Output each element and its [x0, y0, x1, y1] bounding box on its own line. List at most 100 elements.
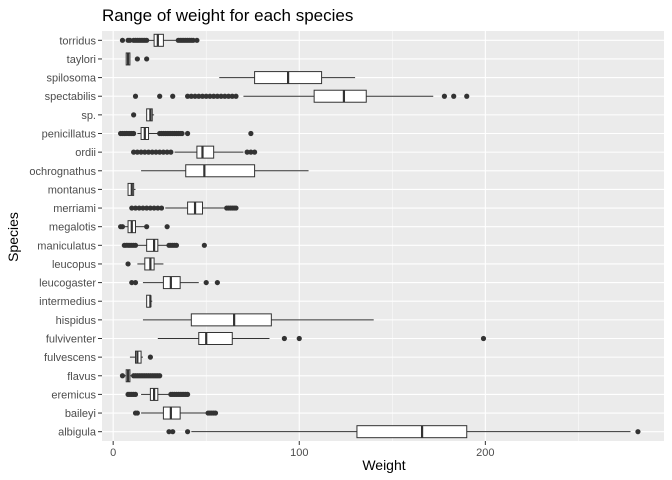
- y-tick-label-sp.: sp.: [81, 110, 96, 122]
- outlier-megalotis: [144, 224, 150, 230]
- outlier-torridus: [119, 37, 126, 43]
- outlier-baileyi: [212, 410, 219, 416]
- outlier-ordii: [244, 149, 250, 155]
- box-montanus: [127, 182, 136, 196]
- box-fulvescens: [129, 350, 153, 364]
- box-maniculatus: [121, 238, 207, 252]
- box-marks: [118, 33, 641, 439]
- outlier-sp.: [131, 112, 137, 118]
- y-tick-label-megalotis: megalotis: [49, 222, 97, 234]
- outlier-spectabilis: [199, 93, 206, 99]
- box-albigula: [166, 425, 641, 439]
- outlier-spectabilis: [218, 93, 224, 99]
- box-rect-ordii: [196, 145, 215, 159]
- outlier-merriami: [158, 205, 165, 211]
- outlier-spectabilis: [214, 93, 220, 99]
- outlier-ordii: [248, 149, 254, 155]
- box-taylori: [125, 52, 150, 66]
- outlier-merriami: [151, 205, 157, 211]
- plot-panel: [102, 31, 664, 441]
- box-rect-albigula: [356, 425, 468, 439]
- outlier-albigula: [185, 429, 191, 435]
- outlier-penicillatus: [179, 130, 185, 137]
- outlier-leucogaster: [203, 279, 209, 286]
- outlier-fulviventer: [480, 335, 487, 342]
- outlier-spectabilis: [196, 93, 202, 99]
- outlier-megalotis: [119, 224, 126, 230]
- outlier-merriami: [155, 205, 161, 211]
- outlier-taylori: [134, 56, 140, 62]
- box-intermedius: [146, 294, 153, 308]
- box-torridus: [119, 33, 200, 47]
- outlier-spectabilis: [233, 93, 239, 99]
- outlier-eremicus: [132, 391, 139, 398]
- box-ordii: [131, 145, 258, 159]
- y-tick-label-merriami: merriami: [53, 203, 96, 215]
- outlier-megalotis: [164, 224, 170, 230]
- outlier-merriami: [233, 205, 239, 211]
- outlier-leucogaster: [132, 279, 139, 286]
- outlier-spectabilis: [170, 93, 176, 99]
- box-merriami: [129, 201, 239, 215]
- outlier-leucopus: [125, 261, 131, 267]
- outlier-baileyi: [134, 410, 140, 416]
- outlier-maniculatus: [132, 242, 139, 248]
- outlier-ordii: [157, 149, 163, 155]
- outlier-spectabilis: [211, 93, 217, 99]
- y-tick-label-montanus: montanus: [48, 184, 97, 196]
- outlier-leucogaster: [214, 279, 220, 286]
- outlier-eremicus: [185, 391, 191, 398]
- outlier-ordii: [134, 149, 140, 155]
- box-leucogaster: [129, 276, 220, 290]
- y-tick-label-ochrognathus: ochrognathus: [29, 166, 96, 178]
- outlier-spectabilis: [203, 93, 209, 99]
- x-axis-ticks: 0 100 200: [110, 441, 495, 459]
- chart-title: Range of weight for each species: [102, 6, 353, 25]
- y-tick-label-baileyi: baileyi: [65, 408, 96, 420]
- grid: [102, 31, 664, 441]
- outlier-spectabilis: [229, 93, 235, 99]
- outlier-ordii: [149, 149, 155, 155]
- box-rect-spectabilis: [313, 89, 367, 103]
- box-rect-ochrognathus: [185, 164, 256, 178]
- y-tick-label-fulviventer: fulviventer: [46, 334, 96, 346]
- outlier-spectabilis: [192, 93, 198, 99]
- outlier-penicillatus: [131, 130, 137, 137]
- outlier-spectabilis: [157, 93, 163, 99]
- outlier-spectabilis: [464, 93, 470, 99]
- outlier-merriami: [132, 205, 139, 211]
- outlier-ordii: [160, 149, 167, 155]
- outlier-maniculatus: [201, 242, 207, 248]
- outlier-merriami: [136, 205, 142, 211]
- outlier-spectabilis: [441, 93, 448, 99]
- x-tick-label-100: 100: [290, 447, 308, 459]
- box-spectabilis: [132, 89, 470, 103]
- outlier-spectabilis: [185, 93, 191, 99]
- outlier-spectabilis: [451, 93, 457, 99]
- box-sp.: [131, 108, 155, 122]
- outlier-ordii: [138, 149, 144, 155]
- y-tick-label-leucogaster: leucogaster: [39, 278, 96, 290]
- x-tick-label-200: 200: [476, 447, 494, 459]
- y-tick-label-spectabilis: spectabilis: [45, 91, 97, 103]
- y-tick-label-flavus: flavus: [67, 371, 96, 383]
- outlier-merriami: [140, 205, 146, 211]
- outlier-ordii: [145, 149, 152, 155]
- outlier-spectabilis: [132, 93, 139, 99]
- y-tick-label-hispidus: hispidus: [56, 315, 97, 327]
- y-axis-ticks: torridus taylori spilosoma spectabilis sp. pe…: [29, 35, 102, 439]
- outlier-ordii: [131, 149, 137, 155]
- outlier-torridus: [127, 37, 133, 43]
- y-tick-label-fulvescens: fulvescens: [44, 352, 96, 364]
- outlier-maniculatus: [173, 242, 180, 248]
- y-tick-label-penicillatus: penicillatus: [42, 129, 97, 141]
- outlier-penicillatus: [248, 130, 254, 137]
- box-rect-hispidus: [190, 313, 272, 327]
- y-tick-label-albigula: albigula: [58, 427, 97, 439]
- outlier-spectabilis: [188, 93, 194, 99]
- outlier-merriami: [147, 205, 153, 211]
- outlier-penicillatus: [185, 130, 191, 137]
- outlier-fulviventer: [281, 335, 287, 342]
- box-fulviventer: [157, 332, 487, 345]
